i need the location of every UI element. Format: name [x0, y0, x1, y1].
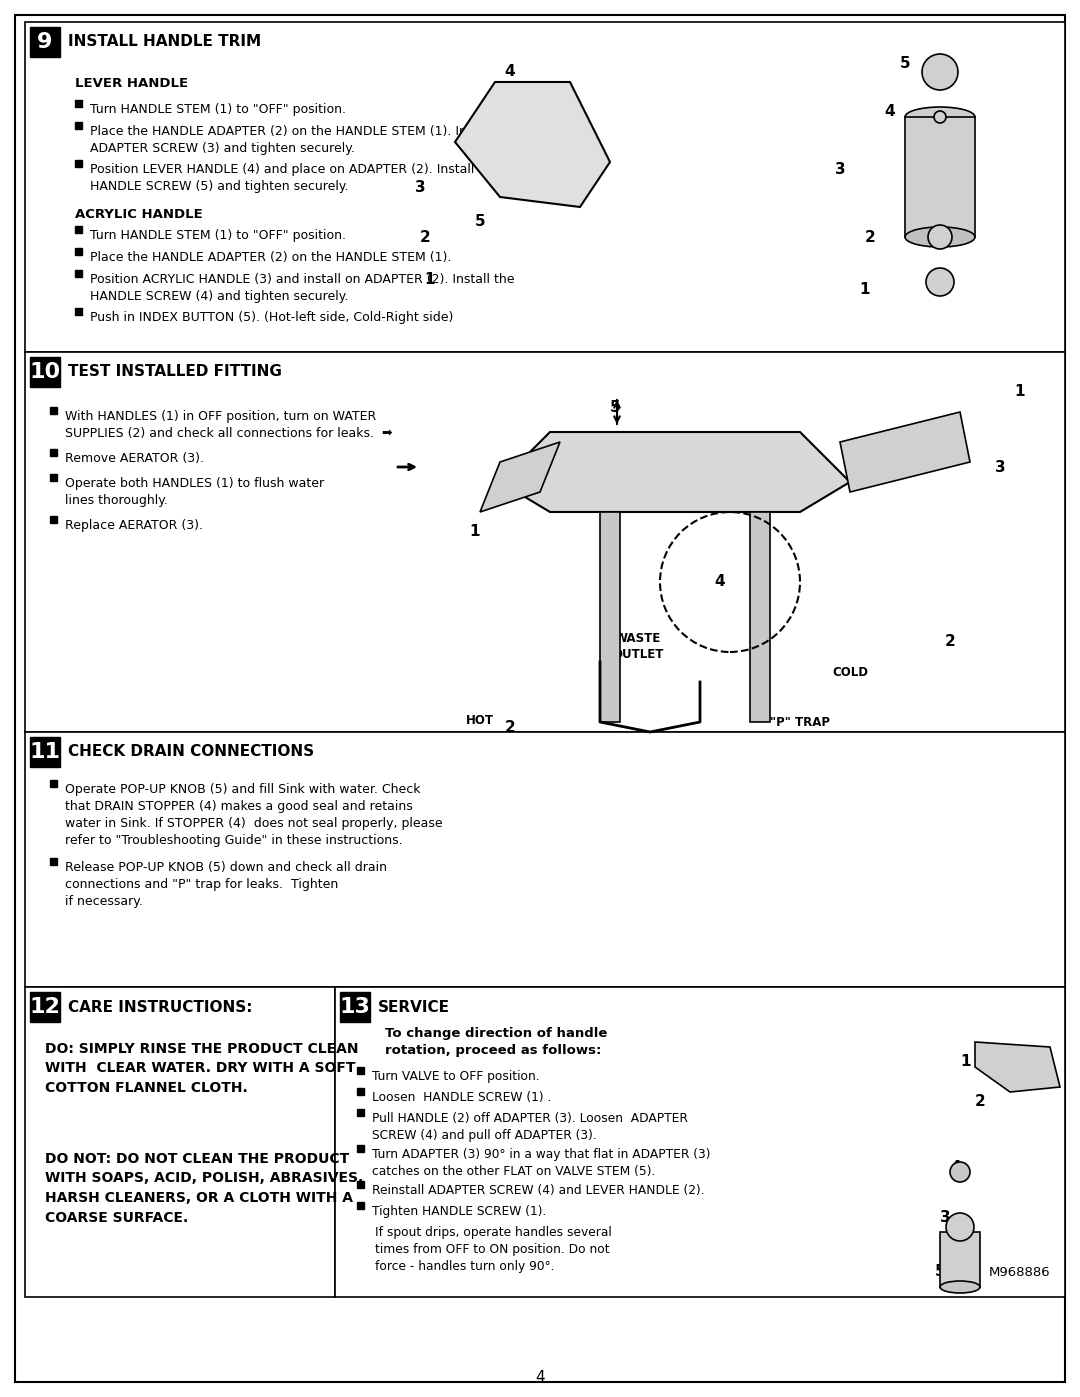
Text: 4: 4 [715, 574, 726, 590]
Text: Turn VALVE to OFF position.: Turn VALVE to OFF position. [372, 1070, 540, 1083]
Text: 2: 2 [504, 719, 515, 735]
Text: 9: 9 [38, 32, 53, 52]
Text: 13: 13 [339, 997, 370, 1017]
Text: DO NOT: DO NOT CLEAN THE PRODUCT
WITH SOAPS, ACID, POLISH, ABRASIVES,
HARSH CLEA: DO NOT: DO NOT CLEAN THE PRODUCT WITH SO… [45, 1153, 363, 1225]
Bar [25, 732, 1065, 988]
Text: To change direction of handle
rotation, proceed as follows:: To change direction of handle rotation, … [384, 1027, 607, 1058]
Text: If spout drips, operate handles several
times from OFF to ON position. Do not
fo: If spout drips, operate handles several … [375, 1227, 611, 1273]
Text: 3: 3 [415, 179, 426, 194]
Text: Loosen  HANDLE SCREW (1) .: Loosen HANDLE SCREW (1) . [372, 1091, 552, 1104]
Text: Turn ADAPTER (3) 90° in a way that flat in ADAPTER (3)
catches on the other FLAT: Turn ADAPTER (3) 90° in a way that flat … [372, 1148, 711, 1178]
Polygon shape [975, 1042, 1059, 1092]
Text: 4: 4 [504, 64, 515, 80]
Text: Turn HANDLE STEM (1) to "OFF" position.: Turn HANDLE STEM (1) to "OFF" position. [90, 229, 346, 242]
Bar [75, 307, 82, 314]
Text: 1: 1 [860, 282, 870, 298]
Text: 5: 5 [610, 400, 620, 415]
Text: 3: 3 [940, 1210, 950, 1225]
Bar [30, 27, 60, 57]
Polygon shape [500, 432, 850, 511]
Text: Remove AERATOR (3).: Remove AERATOR (3). [65, 453, 204, 465]
Bar [50, 858, 57, 865]
Text: 2: 2 [420, 229, 430, 244]
Text: 2: 2 [975, 1094, 986, 1109]
Bar [50, 448, 57, 455]
Ellipse shape [905, 226, 975, 247]
Text: 10: 10 [29, 362, 60, 381]
Bar [357, 1088, 364, 1095]
Text: With HANDLES (1) in OFF position, turn on WATER
SUPPLIES (2) and check all conne: With HANDLES (1) in OFF position, turn o… [65, 409, 392, 440]
Text: WASTE
OUTLET: WASTE OUTLET [612, 633, 664, 662]
Bar [75, 270, 82, 277]
Bar [50, 474, 57, 481]
Text: COLD: COLD [832, 665, 868, 679]
Text: 3: 3 [835, 162, 846, 177]
Text: 4: 4 [950, 1160, 960, 1175]
Bar [750, 511, 770, 722]
Circle shape [926, 268, 954, 296]
Text: 4: 4 [536, 1370, 544, 1384]
Text: Pull HANDLE (2) off ADAPTER (3). Loosen  ADAPTER
SCREW (4) and pull off ADAPTER : Pull HANDLE (2) off ADAPTER (3). Loosen … [372, 1112, 688, 1141]
Polygon shape [480, 441, 561, 511]
Text: 5: 5 [935, 1264, 946, 1280]
Ellipse shape [905, 108, 975, 127]
Text: TEST INSTALLED FITTING: TEST INSTALLED FITTING [68, 365, 282, 380]
Bar [75, 101, 82, 108]
Bar [940, 1232, 980, 1287]
Circle shape [946, 1213, 974, 1241]
Text: Turn HANDLE STEM (1) to "OFF" position.: Turn HANDLE STEM (1) to "OFF" position. [90, 103, 346, 116]
Text: Operate POP-UP KNOB (5) and fill Sink with water. Check
that DRAIN STOPPER (4) m: Operate POP-UP KNOB (5) and fill Sink wi… [65, 782, 443, 847]
Text: CARE INSTRUCTIONS:: CARE INSTRUCTIONS: [68, 999, 253, 1014]
Text: Push in INDEX BUTTON (5). (Hot-left side, Cold-Right side): Push in INDEX BUTTON (5). (Hot-left side… [90, 312, 454, 324]
Text: Position ACRYLIC HANDLE (3) and install on ADAPTER (2). Install the
HANDLE SCREW: Position ACRYLIC HANDLE (3) and install … [90, 272, 514, 303]
Bar [357, 1201, 364, 1208]
Bar [30, 738, 60, 767]
Text: Release POP-UP KNOB (5) down and check all drain
connections and "P" trap for le: Release POP-UP KNOB (5) down and check a… [65, 861, 387, 908]
Bar [357, 1067, 364, 1074]
Text: Place the HANDLE ADAPTER (2) on the HANDLE STEM (1). Install the
ADAPTER SCREW (: Place the HANDLE ADAPTER (2) on the HAND… [90, 124, 517, 155]
Bar [25, 988, 335, 1296]
Bar [75, 226, 82, 233]
Text: "P" TRAP: "P" TRAP [770, 715, 831, 728]
Bar [335, 988, 1065, 1296]
Text: 12: 12 [29, 997, 60, 1017]
Text: 1: 1 [424, 272, 435, 288]
Text: LEVER HANDLE: LEVER HANDLE [75, 77, 188, 89]
Ellipse shape [940, 1281, 980, 1294]
Circle shape [934, 110, 946, 123]
Bar [75, 122, 82, 129]
Bar [357, 1109, 364, 1116]
Text: 11: 11 [29, 742, 60, 761]
Bar [357, 1180, 364, 1187]
Bar [75, 161, 82, 168]
Text: Reinstall ADAPTER SCREW (4) and LEVER HANDLE (2).: Reinstall ADAPTER SCREW (4) and LEVER HA… [372, 1185, 704, 1197]
Polygon shape [840, 412, 970, 492]
Circle shape [950, 1162, 970, 1182]
Text: 5: 5 [475, 215, 485, 229]
Text: DO: SIMPLY RINSE THE PRODUCT CLEAN
WITH  CLEAR WATER. DRY WITH A SOFT
COTTON FLA: DO: SIMPLY RINSE THE PRODUCT CLEAN WITH … [45, 1042, 359, 1095]
Text: HOT: HOT [465, 714, 494, 726]
Bar [30, 992, 60, 1023]
Text: Position LEVER HANDLE (4) and place on ADAPTER (2). Install the
HANDLE SCREW (5): Position LEVER HANDLE (4) and place on A… [90, 163, 499, 193]
Text: 4: 4 [885, 105, 895, 120]
Bar [357, 1146, 364, 1153]
Text: INSTALL HANDLE TRIM: INSTALL HANDLE TRIM [68, 35, 261, 49]
Circle shape [922, 54, 958, 89]
Text: 1: 1 [960, 1055, 971, 1070]
Text: 2: 2 [945, 634, 956, 650]
Text: CHECK DRAIN CONNECTIONS: CHECK DRAIN CONNECTIONS [68, 745, 314, 760]
Text: 1: 1 [1015, 384, 1025, 400]
Polygon shape [455, 82, 610, 207]
Text: Place the HANDLE ADAPTER (2) on the HANDLE STEM (1).: Place the HANDLE ADAPTER (2) on the HAND… [90, 251, 451, 264]
Text: ACRYLIC HANDLE: ACRYLIC HANDLE [75, 208, 203, 221]
Bar [25, 352, 1065, 732]
Text: Tighten HANDLE SCREW (1).: Tighten HANDLE SCREW (1). [372, 1206, 546, 1218]
Bar [50, 515, 57, 522]
Text: Replace AERATOR (3).: Replace AERATOR (3). [65, 520, 203, 532]
Circle shape [928, 225, 951, 249]
Text: 2: 2 [865, 229, 876, 244]
Bar [30, 358, 60, 387]
Bar [340, 992, 370, 1023]
Bar [50, 407, 57, 414]
Text: Operate both HANDLES (1) to flush water
lines thoroughly.: Operate both HANDLES (1) to flush water … [65, 476, 324, 507]
